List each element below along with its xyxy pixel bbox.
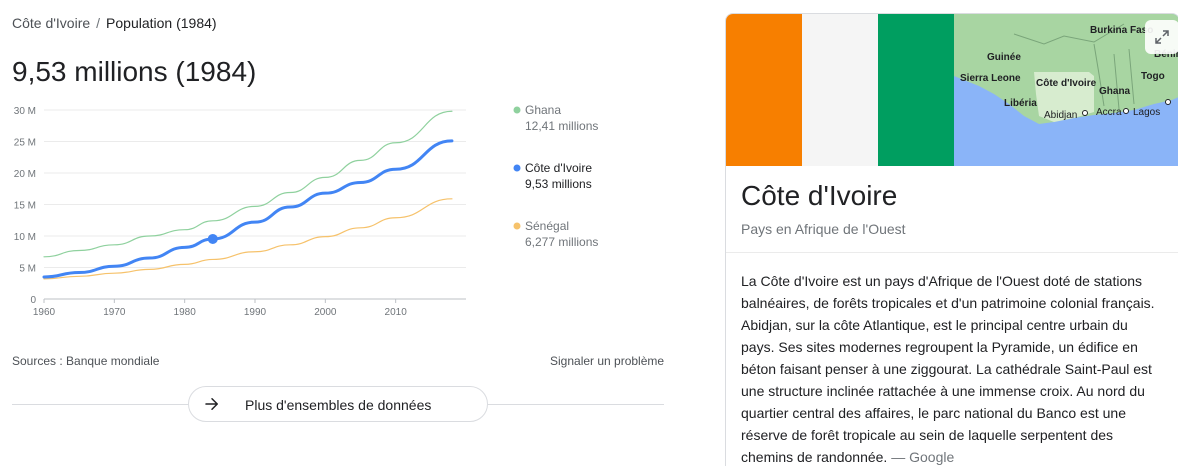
- description-source[interactable]: — Google: [891, 449, 955, 465]
- map-image[interactable]: Burkina Faso Guinée Bénin Sierra Leone C…: [954, 14, 1178, 166]
- population-headline: 9,53 millions (1984): [12, 56, 257, 87]
- map-label-sierra-leone: Sierra Leone: [960, 73, 1021, 84]
- legend-name: Ghana: [525, 103, 561, 117]
- y-tick-label: 15 M: [14, 201, 36, 212]
- breadcrumb-current: Population (1984): [106, 15, 217, 31]
- breadcrumb-separator: /: [96, 15, 101, 31]
- report-problem-link[interactable]: Signaler un problème: [550, 354, 665, 368]
- x-tick-label: 1970: [103, 307, 126, 318]
- expand-map-button[interactable]: [1145, 20, 1178, 54]
- breadcrumb-country[interactable]: Côte d'Ivoire: [12, 15, 91, 31]
- highlight-point: [207, 233, 218, 244]
- breadcrumb: Côte d'Ivoire / Population (1984): [12, 15, 217, 31]
- expand-icon: [1155, 30, 1169, 44]
- more-datasets-button[interactable]: Plus d'ensembles de données: [188, 386, 488, 422]
- y-tick-label: 0: [30, 295, 36, 306]
- series-line-2: [43, 198, 453, 280]
- flag-stripe-green: [878, 14, 954, 166]
- map-label-burkina: Burkina Faso: [1090, 25, 1153, 36]
- map-label-cote-divoire: Côte d'Ivoire: [1036, 78, 1097, 89]
- legend-value: 9,53 millions: [525, 177, 592, 191]
- legend-value: 12,41 millions: [525, 119, 598, 133]
- map-label-lagos: Lagos: [1133, 107, 1160, 118]
- legend-dot: [513, 222, 521, 230]
- y-tick-label: 5 M: [19, 264, 36, 275]
- card-description: La Côte d'Ivoire est un pays d'Afrique d…: [741, 270, 1161, 466]
- y-tick-label: 20 M: [14, 169, 36, 180]
- chart-svg: 0 5 M 10 M 15 M 20 M 25 M 30 M 1960 1970 1980 1990…: [14, 103, 599, 318]
- y-tick-label: 25 M: [14, 138, 36, 149]
- description-text: La Côte d'Ivoire est un pays d'Afrique d…: [741, 273, 1155, 465]
- x-tick-label: 1980: [174, 307, 197, 318]
- card-title: Côte d'Ivoire: [741, 180, 898, 211]
- flag-stripe-white: [802, 14, 878, 166]
- series-line-1: [42, 139, 454, 279]
- legend-value: 6,277 millions: [525, 235, 598, 249]
- sources-text: Sources : Banque mondiale: [12, 354, 160, 368]
- card-divider: [726, 252, 1178, 253]
- map-label-benin: Bénin: [1154, 49, 1178, 60]
- map-label-abidjan: Abidjan: [1044, 110, 1077, 121]
- x-tick-label: 2010: [385, 307, 408, 318]
- knowledge-panel: Burkina Faso Guinée Bénin Sierra Leone C…: [725, 13, 1178, 466]
- population-chart[interactable]: 0 5 M 10 M 15 M 20 M 25 M 30 M 1960 1970 1980 1990…: [0, 98, 680, 328]
- y-tick-label: 10 M: [14, 232, 36, 243]
- map-label-guinee: Guinée: [987, 52, 1021, 63]
- map-svg: Burkina Faso Guinée Bénin Sierra Leone C…: [954, 14, 1178, 166]
- legend-dot: [513, 164, 521, 172]
- series-line-0: [43, 110, 453, 258]
- x-tick-label: 1990: [244, 307, 267, 318]
- x-tick-label: 1960: [33, 307, 56, 318]
- map-label-accra: Accra: [1096, 107, 1122, 118]
- arrow-right-icon: [205, 398, 218, 410]
- legend-dot: [513, 106, 521, 114]
- flag-image[interactable]: [726, 14, 954, 166]
- legend-name: Sénégal: [525, 219, 569, 233]
- more-datasets-label: Plus d'ensembles de données: [245, 397, 432, 413]
- legend-name: Côte d'Ivoire: [525, 161, 592, 175]
- card-subtitle: Pays en Afrique de l'Ouest: [741, 221, 906, 237]
- flag-stripe-orange: [726, 14, 802, 166]
- x-tick-label: 2000: [314, 307, 337, 318]
- map-label-ghana: Ghana: [1099, 86, 1131, 97]
- map-label-liberia: Libéria: [1004, 98, 1037, 109]
- y-tick-label: 30 M: [14, 106, 36, 117]
- map-label-togo: Togo: [1141, 71, 1165, 82]
